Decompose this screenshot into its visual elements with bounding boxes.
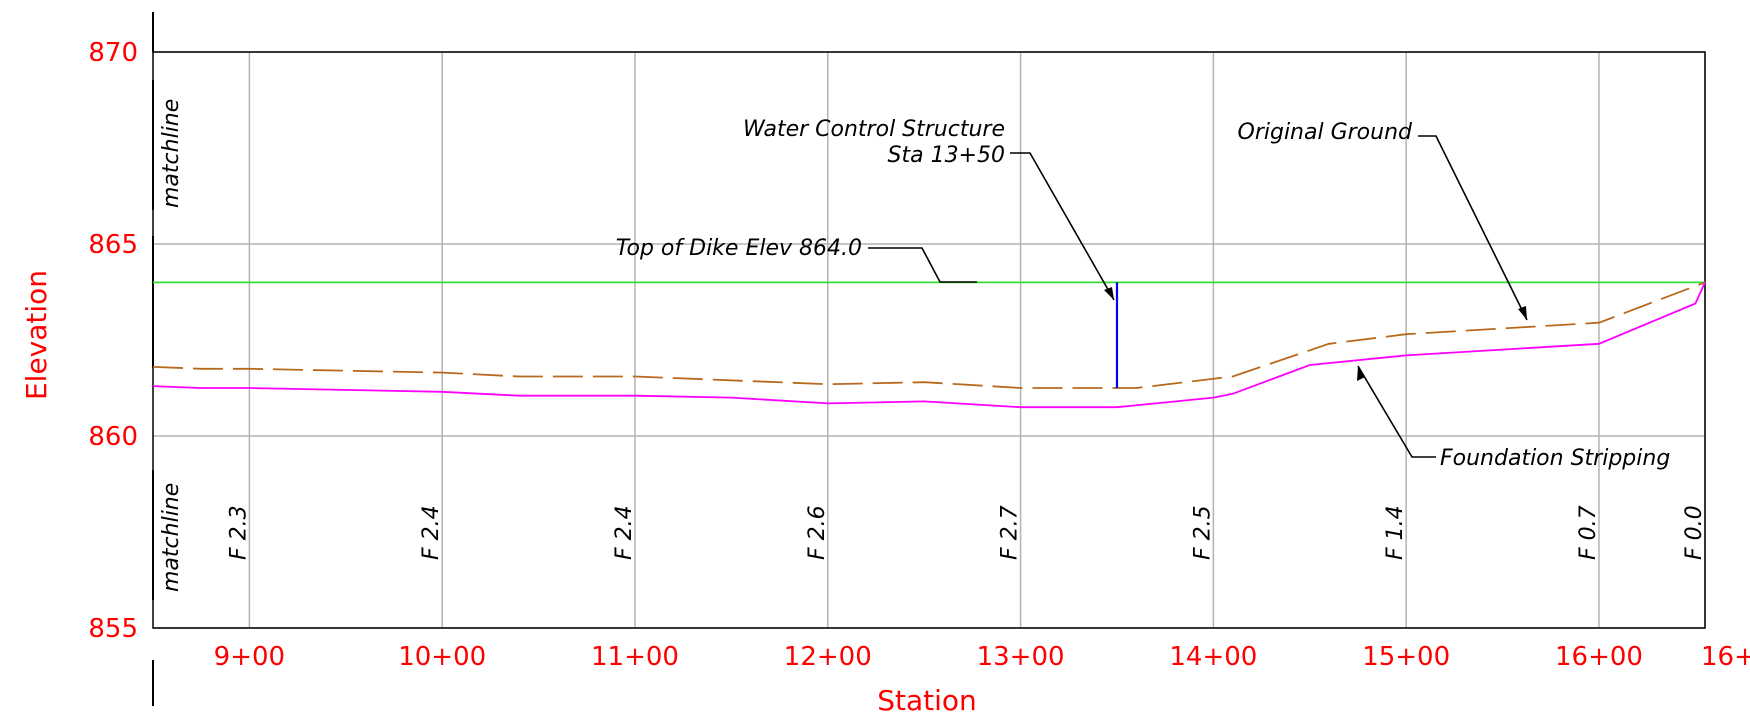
foundation-stripping-line [152,282,1706,409]
y-tick-label: 855 [88,614,138,644]
profile-series [152,281,1706,409]
y-tick-label: 865 [88,230,138,260]
matchline: matchline matchline [152,12,184,706]
matchline-label-lower: matchline [159,483,184,592]
original-ground-leader [1418,135,1528,321]
x-tick-label: 13+00 [977,642,1065,672]
x-tick-label: 14+00 [1169,642,1257,672]
x-tick-label: 10+00 [398,642,486,672]
y-tick-label: 870 [88,38,138,68]
fill-label: F 2.3 [226,505,251,560]
matchline-label-upper: matchline [159,99,184,208]
axis-tick-labels: 9+00 10+00 11+00 12+00 13+00 14+00 15+00 16+00 1… [88,38,1750,672]
foundation-stripping-leader [1357,365,1436,458]
fill-label: F 0.7 [1576,505,1601,560]
annotations: Top of Dike Elev 864.0 Water Control Str… [616,117,1671,471]
x-axis-title: Station [877,684,977,717]
x-tick-label: 16+00 [1555,642,1643,672]
water-control-label-line2: Sta 13+50 [888,143,1006,168]
top-of-dike-leader [868,247,977,283]
water-control-leader [1010,152,1115,301]
foundation-stripping-arrowhead [1357,366,1365,381]
fill-label: F 1.4 [1383,505,1408,560]
x-tick-label: 12+00 [784,642,872,672]
fill-label: F 2.5 [1190,505,1215,560]
fill-label: F 0.0 [1682,505,1707,560]
x-tick-label: 9+00 [214,642,285,672]
fill-label: F 2.6 [805,505,830,560]
fill-labels: F 2.3 F 2.4 F 2.4 F 2.6 F 2.7 F 2.5 F 1.4 F 0.7… [226,505,1707,560]
top-of-dike-label: Top of Dike Elev 864.0 [616,236,862,261]
fill-label: F 2.4 [419,505,444,560]
x-tick-label: 11+00 [591,642,679,672]
fill-label: F 2.7 [998,505,1023,560]
y-tick-label: 860 [88,422,138,452]
y-axis-title: Elevation [20,270,53,400]
water-control-label-line1: Water Control Structure [743,117,1005,142]
x-tick-label: 16+55 [1701,642,1750,672]
water-control-arrowhead [1104,287,1114,300]
original-ground-line [152,281,1706,389]
fill-label: F 2.4 [612,505,637,560]
original-ground-label: Original Ground [1238,120,1414,145]
foundation-stripping-label: Foundation Stripping [1440,446,1670,471]
x-tick-label: 15+00 [1362,642,1450,672]
original-ground-arrowhead [1518,306,1527,320]
